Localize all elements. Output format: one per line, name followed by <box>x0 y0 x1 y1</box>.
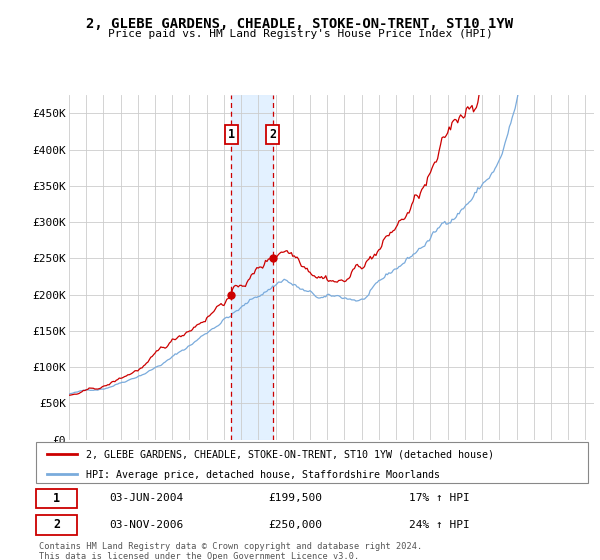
Text: 2: 2 <box>269 128 277 141</box>
Text: £250,000: £250,000 <box>268 520 322 530</box>
FancyBboxPatch shape <box>36 489 77 508</box>
Text: 03-NOV-2006: 03-NOV-2006 <box>109 520 184 530</box>
Text: 1: 1 <box>227 128 235 141</box>
Text: 17% ↑ HPI: 17% ↑ HPI <box>409 493 469 503</box>
FancyBboxPatch shape <box>36 515 77 535</box>
Bar <box>231 95 273 440</box>
Text: 24% ↑ HPI: 24% ↑ HPI <box>409 520 469 530</box>
FancyBboxPatch shape <box>36 442 588 483</box>
Text: 2, GLEBE GARDENS, CHEADLE, STOKE-ON-TRENT, ST10 1YW (detached house): 2, GLEBE GARDENS, CHEADLE, STOKE-ON-TREN… <box>86 450 494 460</box>
Text: 1: 1 <box>53 492 60 505</box>
Text: 2, GLEBE GARDENS, CHEADLE, STOKE-ON-TRENT, ST10 1YW: 2, GLEBE GARDENS, CHEADLE, STOKE-ON-TREN… <box>86 17 514 31</box>
Text: £199,500: £199,500 <box>268 493 322 503</box>
Text: Contains HM Land Registry data © Crown copyright and database right 2024.
This d: Contains HM Land Registry data © Crown c… <box>39 542 422 560</box>
Text: HPI: Average price, detached house, Staffordshire Moorlands: HPI: Average price, detached house, Staf… <box>86 470 440 480</box>
Text: Price paid vs. HM Land Registry's House Price Index (HPI): Price paid vs. HM Land Registry's House … <box>107 29 493 39</box>
Text: 2: 2 <box>53 519 60 531</box>
Text: 03-JUN-2004: 03-JUN-2004 <box>109 493 184 503</box>
